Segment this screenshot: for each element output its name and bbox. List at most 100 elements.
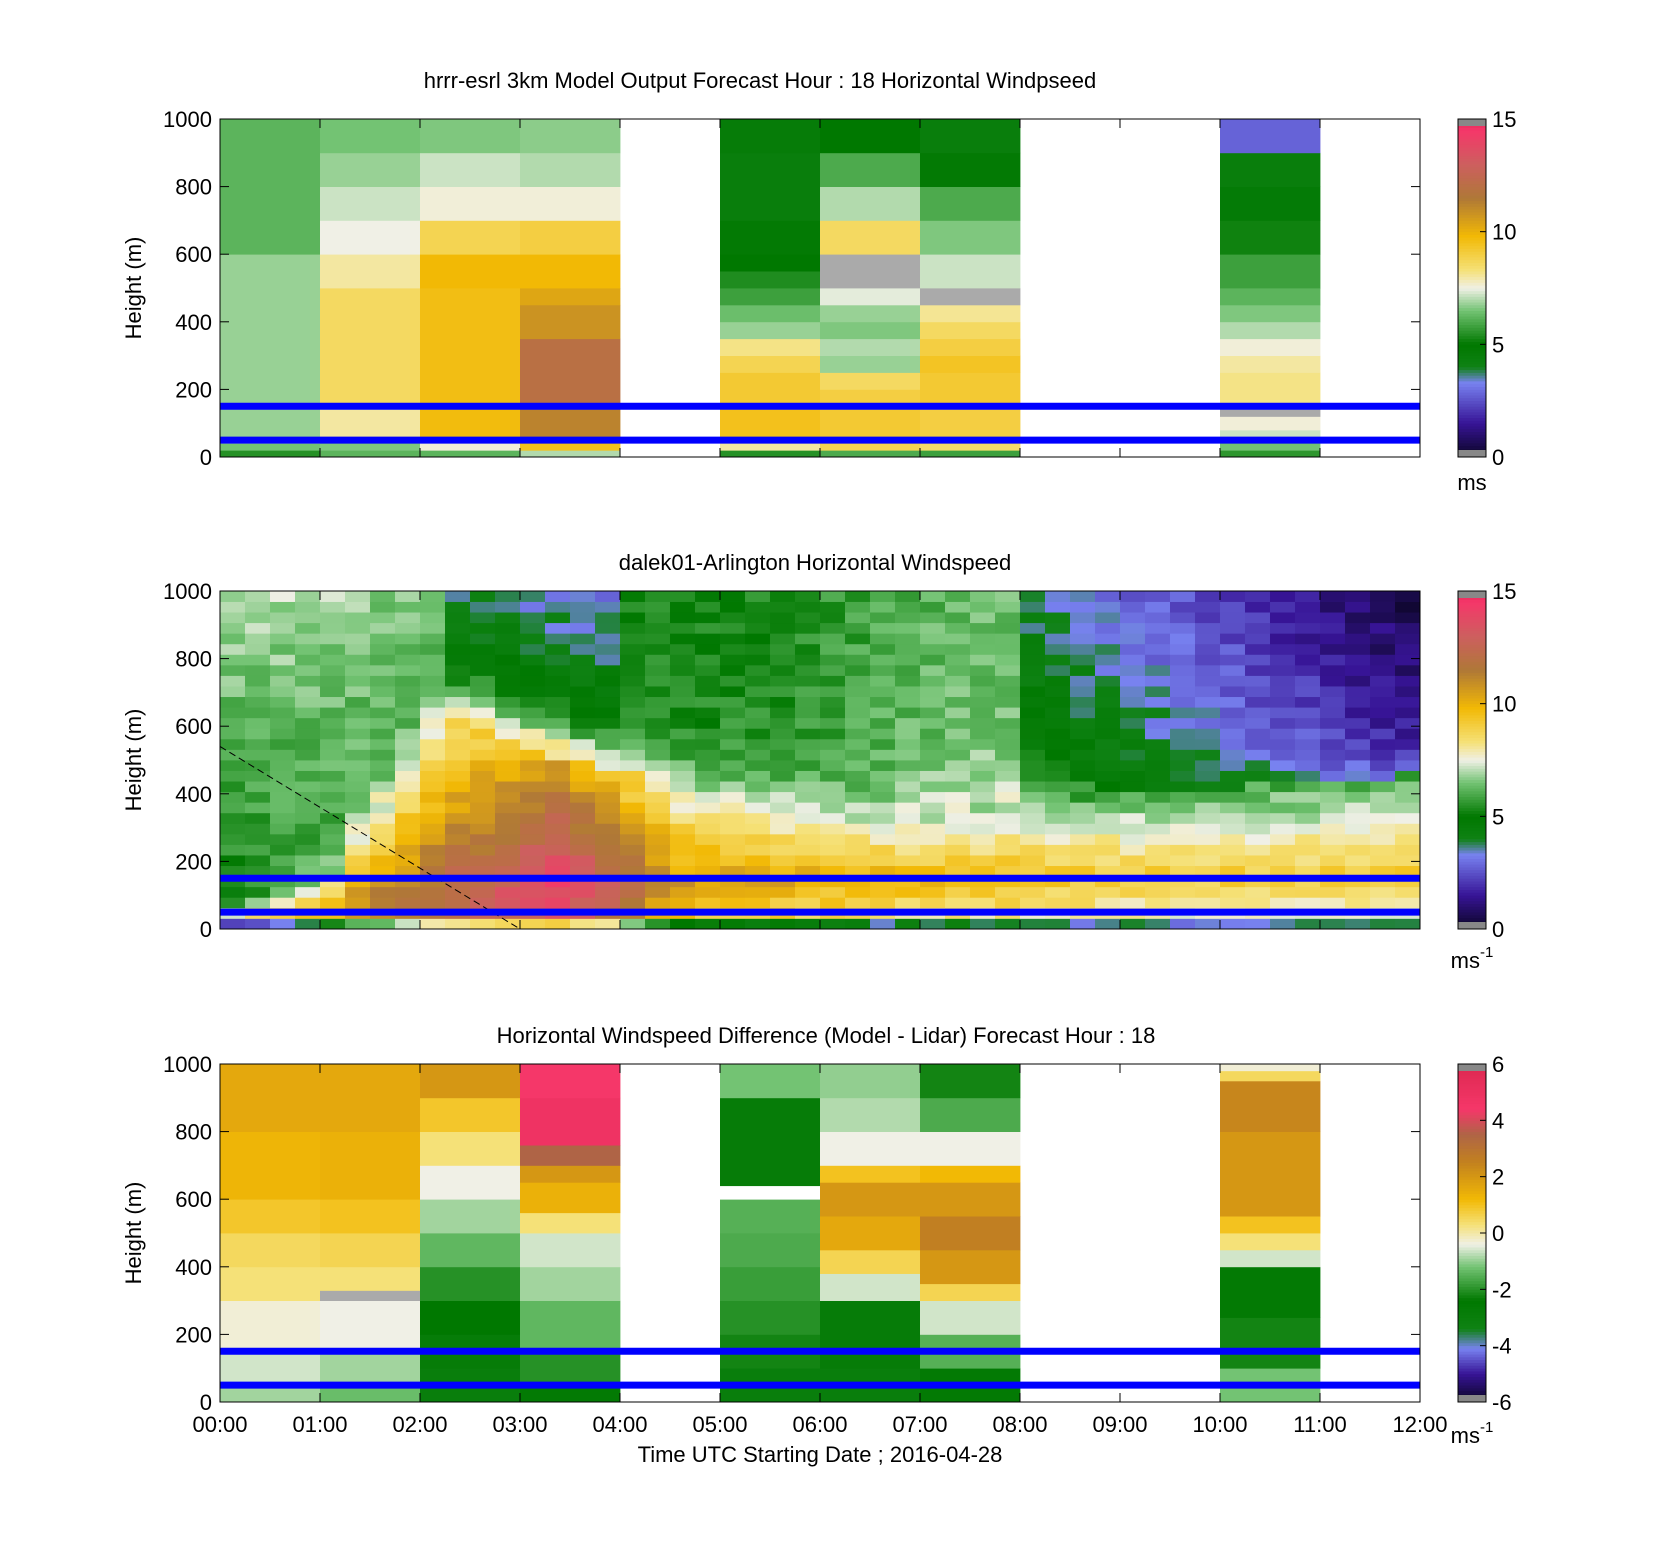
colorbar-segment xyxy=(1458,692,1486,696)
colorbar-segment xyxy=(1458,729,1486,733)
heatmap-cell xyxy=(1245,654,1271,666)
heatmap-cell xyxy=(1170,654,1196,666)
heatmap-cell xyxy=(920,119,1021,154)
heatmap-cell xyxy=(945,601,971,613)
heatmap-cell xyxy=(1145,622,1171,634)
heatmap-cell xyxy=(545,855,571,867)
heatmap-cell xyxy=(395,781,421,793)
heatmap-cell xyxy=(420,186,521,221)
heatmap-cell xyxy=(995,886,1021,898)
heatmap-cell xyxy=(520,812,546,824)
heatmap-cell xyxy=(520,918,546,930)
colorbar-tick-label: 5 xyxy=(1492,332,1504,357)
heatmap-cell xyxy=(895,791,921,803)
heatmap-cell xyxy=(770,760,796,771)
heatmap-cell xyxy=(295,833,321,845)
heatmap-cell xyxy=(1020,897,1046,909)
heatmap-cell xyxy=(470,707,496,719)
heatmap-cell xyxy=(1245,865,1271,877)
heatmap-cell xyxy=(320,288,421,407)
colorbar-segment xyxy=(1458,1168,1486,1172)
colorbar-cap-top xyxy=(1458,1064,1486,1071)
heatmap-cell xyxy=(1195,760,1221,771)
heatmap-cell xyxy=(1095,855,1121,867)
heatmap-cell xyxy=(345,686,371,698)
heatmap-cell xyxy=(1220,1216,1321,1234)
heatmap-cell xyxy=(1395,781,1421,793)
heatmap-cell xyxy=(1020,622,1046,634)
heatmap-cell xyxy=(1220,372,1321,407)
heatmap-cell xyxy=(320,844,346,856)
heatmap-cell xyxy=(1195,696,1221,708)
heatmap-cell xyxy=(1295,675,1321,687)
heatmap-cell xyxy=(395,717,421,729)
heatmap-cell xyxy=(595,633,621,645)
heatmap-cell xyxy=(895,601,921,613)
colorbar-segment xyxy=(1458,883,1486,888)
heatmap-cell xyxy=(1195,823,1221,835)
heatmap-cell xyxy=(420,1266,521,1301)
heatmap-cell xyxy=(1320,591,1346,602)
heatmap-cell xyxy=(245,833,271,845)
colorbar-segment xyxy=(1458,1103,1486,1107)
heatmap-cell xyxy=(595,865,621,877)
heatmap-cell xyxy=(1220,643,1246,655)
heatmap-cell xyxy=(1020,675,1046,687)
heatmap-cell xyxy=(520,1266,621,1301)
heatmap-cell xyxy=(1020,781,1046,793)
heatmap-cell xyxy=(570,802,596,814)
heatmap-cell xyxy=(470,696,496,708)
heatmap-cell xyxy=(1270,823,1296,835)
heatmap-cell xyxy=(845,601,871,613)
heatmap-cell xyxy=(1120,886,1146,898)
heatmap-cell xyxy=(995,823,1021,835)
colorbar-segment xyxy=(1458,203,1486,207)
heatmap-cell xyxy=(1345,728,1371,740)
heatmap-cell xyxy=(895,686,921,698)
colorbar-segment xyxy=(1458,1238,1486,1242)
heatmap-cell xyxy=(1345,781,1371,793)
heatmap-cell xyxy=(1295,633,1321,645)
heatmap-cell xyxy=(770,833,796,845)
colorbar-segment xyxy=(1458,1173,1486,1178)
heatmap-cell xyxy=(1370,918,1396,930)
heatmap-cell xyxy=(1045,675,1071,687)
heatmap-cell xyxy=(1070,601,1096,613)
heatmap-cell xyxy=(245,612,271,624)
heatmap-cell xyxy=(320,601,346,613)
heatmap-cell xyxy=(1120,897,1146,909)
heatmap-cell xyxy=(1020,760,1046,771)
colorbar-segment xyxy=(1458,1244,1486,1248)
model-colorbar-unit: ms xyxy=(1457,470,1486,495)
heatmap-cell xyxy=(895,622,921,634)
heatmap-cell xyxy=(1145,844,1171,856)
y-tick-label: 1000 xyxy=(163,107,212,132)
heatmap-cell xyxy=(820,686,846,698)
heatmap-cell xyxy=(570,707,596,719)
heatmap-cell xyxy=(1045,717,1071,729)
heatmap-cell xyxy=(1220,288,1321,306)
heatmap-cell xyxy=(520,591,546,602)
heatmap-cell xyxy=(1045,728,1071,740)
heatmap-cell xyxy=(1145,823,1171,835)
heatmap-cell xyxy=(820,288,921,306)
heatmap-cell xyxy=(1020,654,1046,666)
colorbar-segment xyxy=(1458,183,1486,187)
heatmap-cell xyxy=(870,728,896,740)
heatmap-cell xyxy=(645,633,671,645)
heatmap-cell xyxy=(920,643,946,655)
heatmap-cell xyxy=(570,664,596,676)
heatmap-cell xyxy=(570,633,596,645)
heatmap-cell xyxy=(595,738,621,750)
heatmap-cell xyxy=(970,812,996,824)
colorbar-segment xyxy=(1458,338,1486,342)
heatmap-cell xyxy=(645,654,671,666)
heatmap-cell xyxy=(695,760,721,771)
heatmap-cell xyxy=(820,897,846,909)
model-panel-title: hrrr-esrl 3km Model Output Forecast Hour… xyxy=(424,68,1096,93)
heatmap-cell xyxy=(845,738,871,750)
heatmap-cell xyxy=(770,612,796,624)
colorbar-segment xyxy=(1458,1111,1486,1116)
heatmap-cell xyxy=(1320,833,1346,845)
heatmap-cell xyxy=(270,855,296,867)
